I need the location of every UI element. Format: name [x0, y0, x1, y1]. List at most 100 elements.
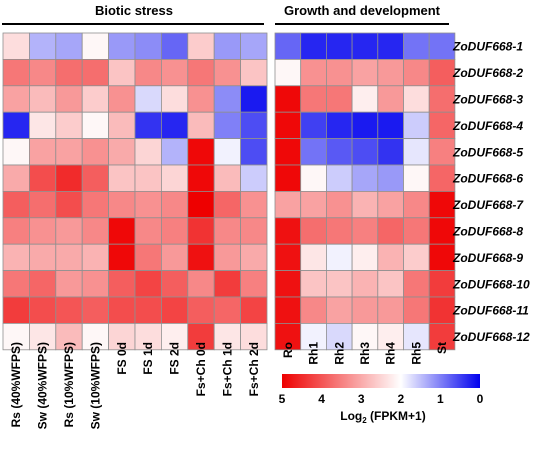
- heatmap-cell: [351, 243, 379, 271]
- heatmap-cell: [108, 190, 136, 219]
- heatmap-cell: [28, 296, 57, 324]
- heatmap-cell: [351, 111, 379, 139]
- column-labels: Rs (40%WFPS) Sw (40%WFPS) Rs (10%WFPS) Sw (…: [9, 342, 449, 430]
- heatmap-cell: [187, 296, 215, 324]
- heatmap-cell: [274, 296, 302, 324]
- heatmap-cell: [377, 322, 404, 351]
- heatmap-cell: [403, 217, 430, 245]
- row-label-zoduf668-12: ZoDUF668-12: [452, 330, 530, 344]
- heatmap-cell: [274, 217, 302, 245]
- heatmap-cell: [2, 243, 30, 271]
- heatmap-cell: [2, 111, 30, 139]
- heatmap-cell: [55, 59, 83, 87]
- heatmap-cell: [403, 85, 430, 113]
- heatmap-cell: [240, 32, 268, 60]
- heatmap-cell: [187, 270, 215, 298]
- heatmap-cell: [377, 270, 404, 298]
- heatmap-cell: [325, 190, 353, 219]
- heatmap-cell: [240, 85, 268, 113]
- heatmap-cell: [403, 32, 430, 60]
- heatmap-cell: [134, 85, 162, 113]
- heatmap-cell: [108, 85, 136, 113]
- heatmap-cell: [187, 138, 215, 166]
- column-label-fs-1d: FS 1d: [141, 342, 155, 375]
- heatmap-cell: [300, 217, 327, 245]
- heatmap-cell: [81, 217, 109, 245]
- heatmap-cell: [240, 190, 268, 219]
- heatmap-cell: [134, 217, 162, 245]
- heatmap-cell: [81, 59, 109, 87]
- heatmap-cell: [187, 243, 215, 271]
- column-label-rh4: Rh4: [384, 342, 398, 365]
- heatmap-cell: [134, 32, 162, 60]
- heatmap-cell: [377, 296, 404, 324]
- heatmap-cell: [325, 111, 353, 139]
- heatmap-cell: [428, 164, 456, 192]
- heatmap-cell: [274, 85, 302, 113]
- heatmap-cell: [274, 164, 302, 192]
- column-label-fs-0d: FS 0d: [115, 342, 129, 375]
- heatmap-cell: [81, 270, 109, 298]
- heatmap-cell: [351, 190, 379, 219]
- row-label-zoduf668-6: ZoDUF668-6: [452, 172, 523, 186]
- heatmap-cell: [403, 270, 430, 298]
- column-label-rs-10-wfps: Rs (10%WFPS): [62, 342, 76, 427]
- heatmap-cell: [403, 111, 430, 139]
- heatmap-cell: [187, 59, 215, 87]
- heatmap-cell: [160, 217, 189, 245]
- heatmap-cell: [300, 296, 327, 324]
- heatmap-cell: [213, 296, 241, 324]
- heatmap-cell: [2, 270, 30, 298]
- heatmap-cell: [55, 32, 83, 60]
- heatmap-cell: [351, 138, 379, 166]
- row-label-zoduf668-8: ZoDUF668-8: [452, 225, 523, 239]
- heatmap-cell: [377, 217, 404, 245]
- heatmap-cell: [28, 243, 57, 271]
- heatmap-cell: [2, 296, 30, 324]
- heatmap-cell: [28, 270, 57, 298]
- heatmap-cell: [403, 322, 430, 351]
- heatmap-cell: [351, 270, 379, 298]
- legend-tick-label: 2: [397, 392, 404, 406]
- row-label-zoduf668-3: ZoDUF668-3: [452, 93, 523, 107]
- heatmap-cell: [160, 111, 189, 139]
- column-label-sw-40-wfps: Sw (40%WFPS): [36, 342, 50, 429]
- heatmap-cell: [325, 164, 353, 192]
- heatmap-cell: [300, 322, 327, 351]
- heatmap-cell: [134, 138, 162, 166]
- heatmap-cell: [240, 322, 268, 351]
- heatmap-cell: [160, 296, 189, 324]
- heatmap-cell: [2, 85, 30, 113]
- heatmap-cell: [81, 164, 109, 192]
- heatmap-cell: [325, 85, 353, 113]
- heatmap-cell: [134, 164, 162, 192]
- heatmap-cell: [274, 111, 302, 139]
- heatmap-cell: [377, 243, 404, 271]
- heatmap-cell: [28, 190, 57, 219]
- heatmap-cell: [377, 59, 404, 87]
- group-title-growth-development: Growth and development: [284, 3, 441, 18]
- heatmap-cell: [55, 243, 83, 271]
- heatmap-cell: [81, 322, 109, 351]
- heatmap-cell: [213, 111, 241, 139]
- heatmap-cell: [2, 59, 30, 87]
- column-label-sw-10-wfps: Sw (10%WFPS): [88, 342, 102, 429]
- row-label-zoduf668-9: ZoDUF668-9: [452, 251, 523, 265]
- heatmap-cell: [213, 270, 241, 298]
- heatmap-cell: [187, 111, 215, 139]
- heatmap-cell: [213, 85, 241, 113]
- heatmap-cell: [213, 190, 241, 219]
- heatmap-cell: [300, 85, 327, 113]
- heatmap-cell: [81, 111, 109, 139]
- legend-title: Log2 (FPKM+1): [340, 409, 425, 425]
- column-label-rh5: Rh5: [409, 342, 423, 365]
- heatmap-cell: [300, 243, 327, 271]
- heatmap-cell: [2, 138, 30, 166]
- heatmap-cell: [274, 32, 302, 60]
- heatmap-cell: [325, 59, 353, 87]
- row-label-zoduf668-11: ZoDUF668-11: [452, 304, 529, 318]
- heatmap-cell: [108, 270, 136, 298]
- heatmap-cell: [2, 32, 30, 60]
- row-label-zoduf668-1: ZoDUF668-1: [452, 40, 523, 54]
